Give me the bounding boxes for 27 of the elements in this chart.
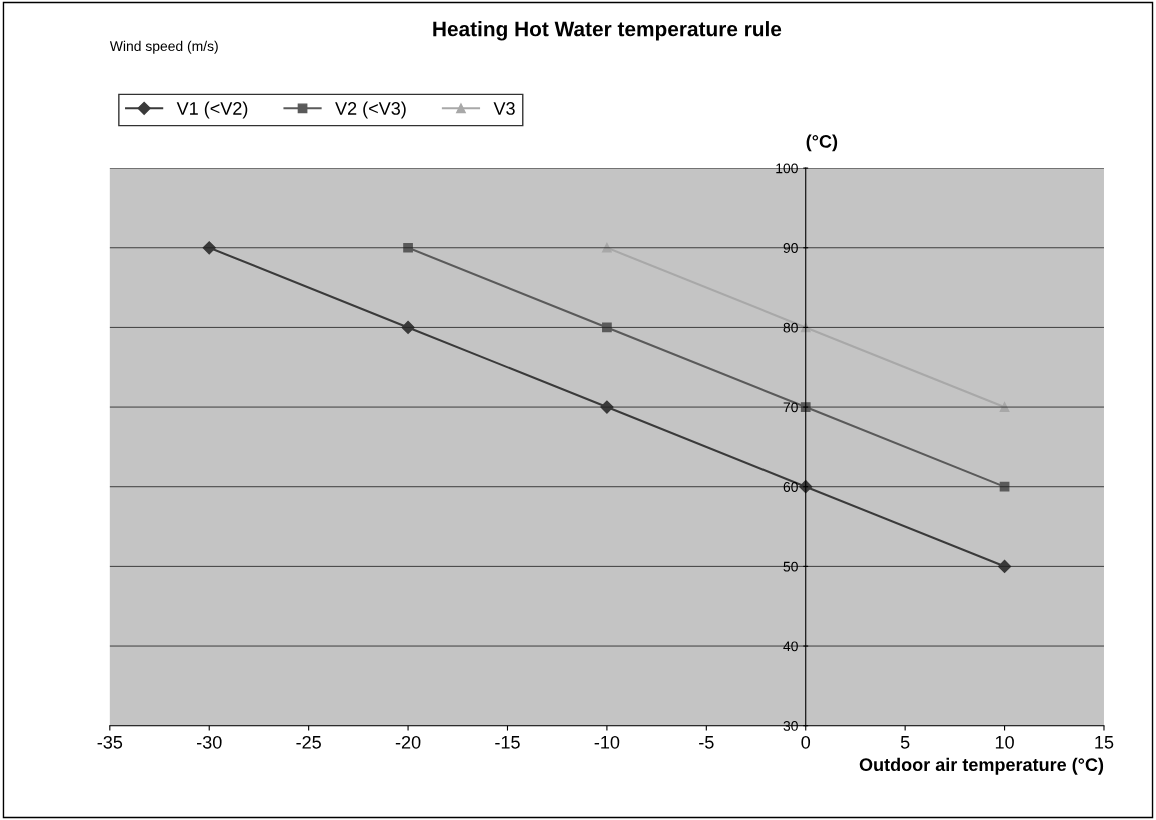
x-tick-label: -25 xyxy=(296,735,321,749)
x-tick-label: 15 xyxy=(1095,736,1114,749)
y-tick-label: 70 xyxy=(783,402,798,413)
legend-label: V2 (<V3) xyxy=(335,101,406,119)
point xyxy=(401,320,415,335)
point xyxy=(999,402,1010,412)
x-tick-label: -20 xyxy=(395,735,421,749)
y-tick-label: 60 xyxy=(783,482,798,492)
y-tick-label: 90 xyxy=(783,243,798,253)
x-tick-label: 10 xyxy=(995,735,1014,749)
x-tick-label: -5 xyxy=(699,736,714,749)
x-axis-title: Outdoor air temperature (°C) xyxy=(859,757,1104,775)
legend-label: V1 (<V2) xyxy=(176,101,248,119)
y-tick-label: 100 xyxy=(776,163,798,174)
y-axis-title: (°C) xyxy=(806,134,838,152)
x-tick-label: 5 xyxy=(900,736,910,749)
x-tick-label: -35 xyxy=(97,735,123,749)
y-tick-label: 40 xyxy=(783,641,798,652)
chart-title: Heating Hot Water temperature rule xyxy=(433,21,782,41)
point xyxy=(403,242,413,253)
legend-title: Wind speed (m/s) xyxy=(109,40,218,54)
x-tick-label: -30 xyxy=(196,735,222,749)
x-tick-label: -15 xyxy=(495,736,520,749)
point xyxy=(602,242,612,253)
legend-label: V3 xyxy=(493,102,515,115)
x-tick-label: 0 xyxy=(801,735,811,749)
x-tick-label: -10 xyxy=(594,735,620,749)
